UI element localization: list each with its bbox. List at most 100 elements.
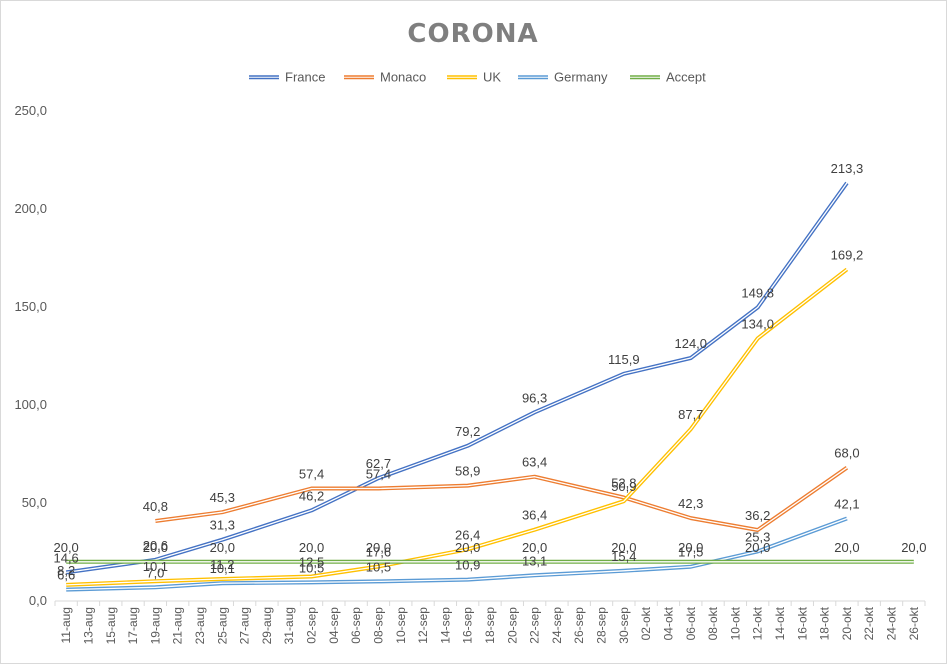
x-tick-label: 14-sep	[438, 607, 452, 644]
data-label-accept: 20,0	[745, 540, 770, 555]
data-label-germany: 7,0	[146, 565, 164, 580]
data-label-uk: 11,2	[210, 557, 234, 572]
data-label-germany: 25,3	[745, 529, 770, 544]
data-label-germany: 10,9	[455, 558, 480, 573]
data-label-accept: 20,0	[53, 540, 78, 555]
series-lines	[65, 181, 914, 592]
x-tick-label: 31-aug	[282, 607, 296, 644]
y-tick-label: 0,0	[29, 593, 47, 608]
x-tick-label: 20-sep	[505, 607, 519, 644]
x-tick-label: 02-sep	[305, 607, 319, 644]
data-label-accept: 20,0	[901, 540, 926, 555]
data-label-monaco: 57,4	[299, 466, 324, 481]
data-label-france: 46,2	[299, 488, 324, 503]
data-label-germany: 15,4	[611, 549, 636, 564]
data-label-germany: 10,5	[366, 559, 391, 574]
data-label-france: 14,6	[53, 550, 78, 565]
data-label-monaco: 68,0	[834, 446, 859, 461]
x-tick-label: 13-aug	[81, 607, 95, 644]
x-tick-label: 18-sep	[483, 607, 497, 644]
x-tick-label: 08-okt	[706, 606, 720, 640]
x-tick-label: 16-okt	[795, 606, 809, 640]
x-tick-label: 17-aug	[126, 607, 140, 644]
x-tick-label: 26-sep	[572, 607, 586, 644]
x-tick-label: 16-sep	[461, 607, 475, 644]
y-axis: 0,0 50,0 100,0 150,0 200,0 250,0	[14, 103, 47, 608]
x-tick-label: 22-sep	[528, 607, 542, 644]
data-label-uk: 50,9	[611, 479, 636, 494]
series-line-monaco-inner	[155, 467, 848, 531]
legend-label-germany: Germany	[554, 70, 608, 85]
legend-label-accept: Accept	[666, 70, 706, 85]
data-label-accept: 20,0	[210, 540, 235, 555]
data-label-uk: 12,5	[299, 555, 324, 570]
data-label-monaco: 58,9	[455, 464, 480, 479]
x-tick-label: 22-okt	[862, 606, 876, 640]
x-tick-label: 28-sep	[595, 607, 609, 644]
data-label-germany: 17,5	[678, 545, 703, 560]
series-line-uk-inner	[66, 268, 848, 586]
x-tick-label: 06-sep	[349, 607, 363, 644]
legend-label-monaco: Monaco	[380, 70, 426, 85]
data-label-monaco: 42,3	[678, 496, 703, 511]
data-label-uk: 169,2	[831, 247, 864, 262]
data-label-france: 31,3	[210, 518, 235, 533]
x-tick-label: 15-aug	[104, 607, 118, 644]
data-label-france: 62,7	[366, 456, 391, 471]
x-tick-label: 10-sep	[394, 607, 408, 644]
data-label-germany: 13,1	[522, 553, 547, 568]
data-label-germany: 10,5	[299, 560, 324, 575]
x-tick-label: 04-okt	[661, 606, 675, 640]
chart-title: CORONA	[407, 19, 538, 49]
data-label-uk: 17,6	[366, 545, 391, 560]
data-label-accept: 20,0	[366, 540, 391, 555]
data-label-uk: 26,4	[455, 527, 480, 542]
x-tick-label: 12-okt	[751, 606, 765, 640]
data-label-france: 115,9	[608, 352, 640, 367]
x-tick-label: 02-okt	[639, 606, 653, 640]
series-line-monaco	[155, 466, 849, 532]
series-line-france-inner	[66, 182, 848, 574]
data-label-accept: 20,0	[455, 540, 480, 555]
y-tick-label: 100,0	[14, 397, 47, 412]
x-tick-label: 29-aug	[260, 607, 274, 644]
data-label-france: 79,2	[455, 424, 480, 439]
y-tick-label: 200,0	[14, 201, 47, 216]
data-label-uk: 10,1	[143, 559, 168, 574]
data-label-accept: 20,0	[834, 540, 859, 555]
x-tick-label: 30-sep	[617, 607, 631, 644]
data-label-uk: 36,4	[522, 508, 547, 523]
data-label-monaco: 45,3	[210, 490, 235, 505]
data-label-monaco: 57,4	[366, 466, 391, 481]
data-label-germany: 10,1	[210, 561, 235, 576]
y-tick-label: 250,0	[14, 103, 47, 118]
x-tick-label: 14-okt	[773, 606, 787, 640]
data-label-france: 96,3	[522, 390, 547, 405]
legend-label-france: France	[285, 70, 325, 85]
data-label-monaco: 63,4	[522, 455, 547, 470]
data-label-france: 213,3	[831, 161, 864, 176]
data-label-france: 124,0	[674, 336, 707, 351]
data-label-germany: 42,1	[834, 496, 859, 511]
x-tick-label: 20-okt	[840, 606, 854, 640]
data-label-accept: 20,0	[678, 540, 703, 555]
x-tick-label: 11-aug	[59, 607, 73, 643]
data-label-uk: 87,7	[678, 407, 703, 422]
data-label-france: 149,8	[741, 285, 774, 300]
x-tick-label: 24-sep	[550, 607, 564, 644]
x-tick-label: 27-aug	[238, 607, 252, 644]
legend-label-uk: UK	[483, 70, 501, 85]
data-label-accept: 20,0	[299, 540, 324, 555]
x-tick-label: 12-sep	[416, 607, 430, 644]
x-axis: 11-aug 13-aug 15-aug 17-aug 19-aug 21-aug 23-a…	[54, 600, 926, 644]
data-label-monaco: 52,8	[611, 476, 636, 491]
data-labels: 14,6 20,6 31,3 46,2 62,7 79,2 96,3 115,9 124,0 14…	[53, 161, 926, 583]
data-label-accept: 20,0	[611, 540, 636, 555]
data-label-france: 20,6	[143, 538, 168, 553]
x-tick-label: 24-okt	[885, 606, 899, 640]
x-tick-label: 19-aug	[148, 607, 162, 644]
data-label-uk: 8,2	[57, 563, 75, 578]
x-tick-label: 06-okt	[684, 606, 698, 640]
